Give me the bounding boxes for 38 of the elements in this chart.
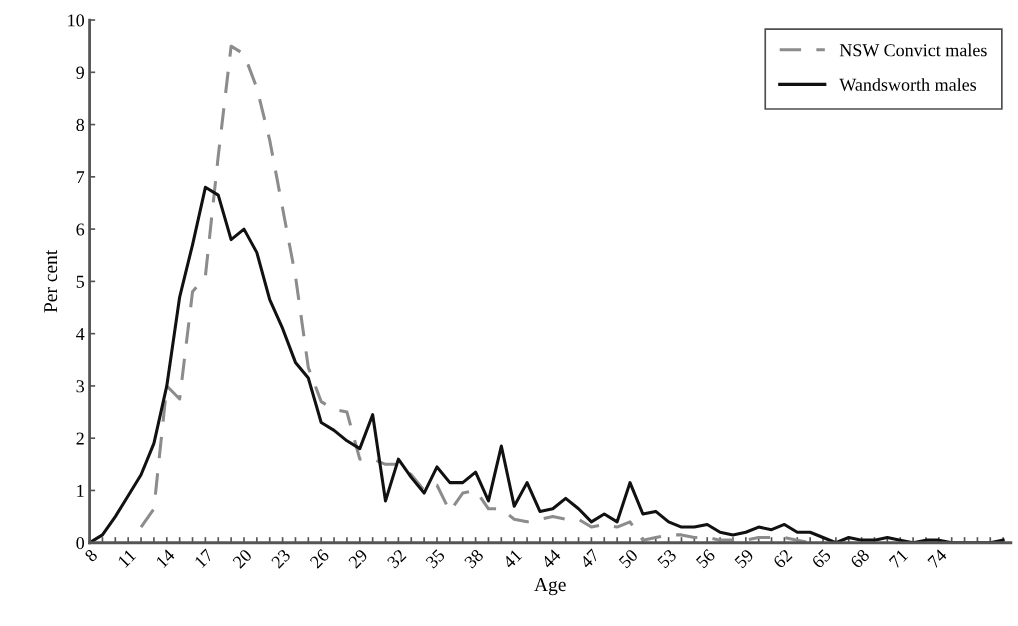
- y-tick-label: 10: [68, 14, 85, 27]
- y-tick-label: 1: [77, 484, 84, 497]
- x-tick-label: 23: [270, 548, 292, 569]
- x-tick-label: 26: [309, 548, 330, 569]
- x-tick-label: 35: [425, 548, 446, 569]
- x-tick-label: 50: [618, 548, 639, 569]
- y-tick-label: 3: [76, 380, 85, 393]
- y-tick-label: 7: [76, 171, 85, 184]
- y-tick-label: 2: [76, 432, 84, 445]
- x-axis-title: Age: [534, 578, 566, 596]
- y-tick-label: 0: [76, 537, 85, 550]
- x-tick-label: 65: [811, 548, 832, 569]
- x-tick-label: 29: [347, 548, 369, 569]
- x-tick-label: 56: [695, 548, 716, 569]
- legend-label: Wandsworth males: [839, 78, 977, 91]
- y-tick-label: 6: [76, 223, 85, 236]
- line-series: [89, 185, 1005, 543]
- legend-label: NSW Convict males: [839, 43, 987, 57]
- x-tick-label: 44: [540, 548, 562, 569]
- x-tick-label: 11: [117, 548, 137, 568]
- x-tick-label: 74: [927, 548, 948, 569]
- x-tick-label: 17: [194, 548, 214, 569]
- x-tick-label: 14: [155, 548, 176, 569]
- y-axis-title: Per cent: [44, 249, 58, 313]
- x-tick-label: 68: [849, 548, 871, 569]
- y-tick-label: 8: [76, 118, 85, 132]
- x-tick-label: 47: [579, 548, 600, 569]
- x-tick-label: 20: [232, 548, 253, 569]
- x-tick-label: 41: [502, 548, 523, 569]
- y-tick-label: 9: [76, 66, 84, 79]
- x-tick-label: 71: [888, 548, 909, 569]
- y-tick-label: 4: [76, 328, 85, 340]
- x-tick-label: 53: [656, 548, 678, 569]
- x-tick-label: 38: [463, 548, 485, 569]
- x-tick-label: 62: [772, 548, 793, 569]
- x-tick-label: 32: [386, 548, 407, 569]
- y-tick-label: 5: [76, 275, 85, 288]
- x-tick-label: 59: [734, 548, 755, 569]
